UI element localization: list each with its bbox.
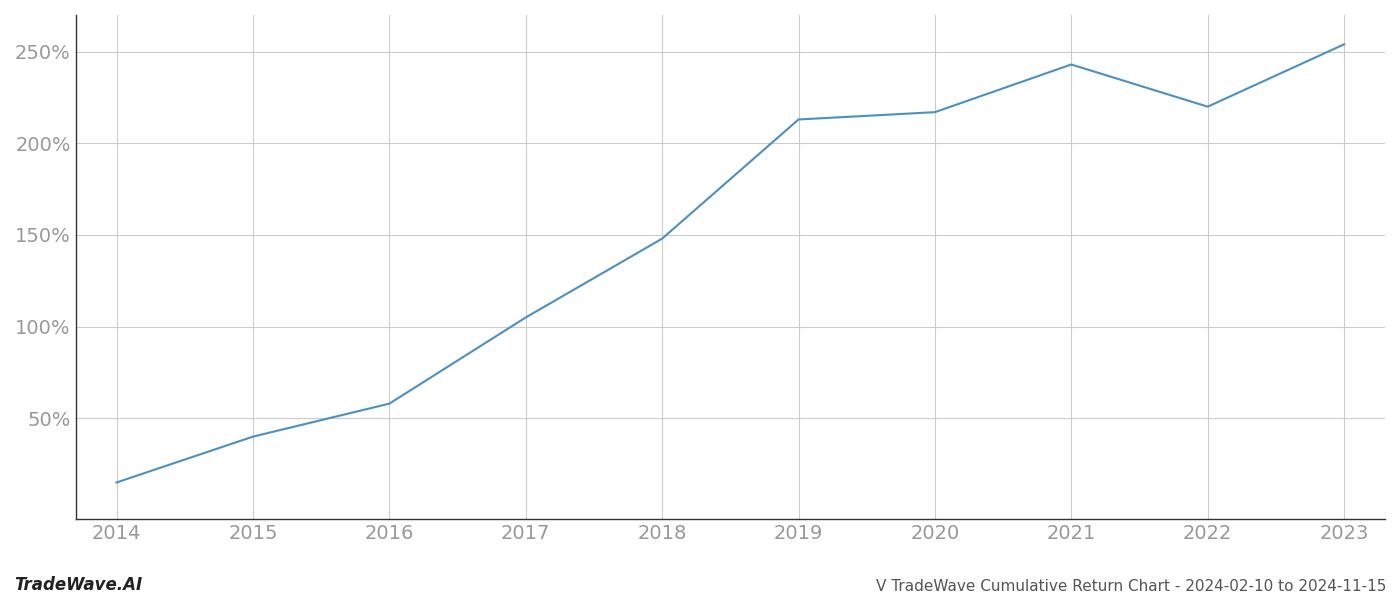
- Text: V TradeWave Cumulative Return Chart - 2024-02-10 to 2024-11-15: V TradeWave Cumulative Return Chart - 20…: [875, 579, 1386, 594]
- Text: TradeWave.AI: TradeWave.AI: [14, 576, 143, 594]
